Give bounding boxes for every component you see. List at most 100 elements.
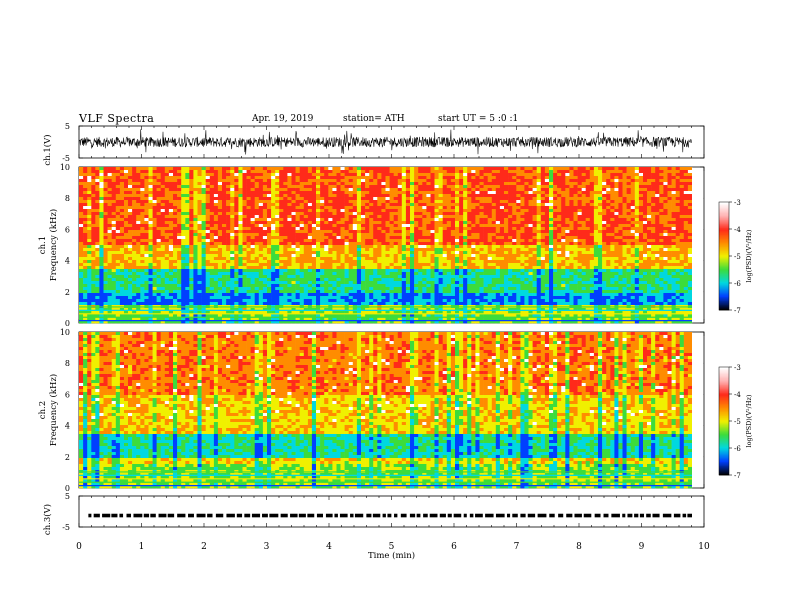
spectrogram-cell	[655, 254, 659, 257]
spectrogram-cell	[610, 230, 614, 233]
spectrogram-cell	[230, 194, 234, 197]
spectrogram-cell	[353, 179, 357, 182]
spectrogram-cell	[206, 170, 210, 173]
spectrogram-cell	[99, 260, 103, 263]
spectrogram-cell	[467, 233, 471, 236]
spectrogram-cell	[451, 173, 455, 176]
spectrogram-cell	[398, 224, 402, 227]
spectrogram-cell	[369, 188, 373, 191]
spectrogram-cell	[189, 167, 193, 170]
spectrogram-cell	[565, 200, 569, 203]
spectrogram-cell	[108, 170, 112, 173]
spectrogram-cell	[631, 176, 635, 179]
spectrogram-cell	[512, 224, 516, 227]
spectrogram-cell	[455, 167, 459, 170]
spectrogram-cell	[598, 176, 602, 179]
spectrogram-cell	[688, 191, 692, 194]
spectrogram-cell	[108, 203, 112, 206]
spectrogram-cell	[639, 212, 643, 215]
spectrogram-cell	[386, 185, 390, 188]
spectrogram-cell	[439, 260, 443, 263]
spectrogram-cell	[251, 239, 255, 242]
spectrogram-cell	[87, 209, 91, 212]
spectrogram-cell	[206, 167, 210, 170]
spectrogram-cell	[496, 191, 500, 194]
spectrogram-cell	[484, 200, 488, 203]
spectrogram-cell	[149, 194, 153, 197]
spectrogram-cell	[165, 254, 169, 257]
spectrogram-cell	[467, 257, 471, 260]
spectrogram-cell	[99, 227, 103, 230]
spectrogram-cell	[647, 170, 651, 173]
spectrogram-cell	[377, 212, 381, 215]
spectrogram-cell	[484, 188, 488, 191]
spectrogram-cell	[590, 257, 594, 260]
spectrogram-cell	[431, 236, 435, 239]
spectrogram-cell	[169, 185, 173, 188]
spectrogram-cell	[549, 176, 553, 179]
spectrogram-cell	[488, 185, 492, 188]
spectrogram-cell	[500, 242, 504, 245]
spectrogram-cell	[463, 260, 467, 263]
spectrogram-cell	[283, 176, 287, 179]
spectrogram-cell	[181, 260, 185, 263]
spectrogram-cell	[394, 206, 398, 209]
spectrogram-cell	[87, 227, 91, 230]
spectrogram-cell	[659, 233, 663, 236]
spectrogram-cell	[377, 194, 381, 197]
spectrogram-cell	[283, 167, 287, 170]
spectrogram-cell	[451, 227, 455, 230]
spectrogram-cell	[140, 245, 144, 248]
spectrogram-cell	[99, 254, 103, 257]
spectrogram-cell	[214, 203, 218, 206]
spectrogram-cell	[324, 206, 328, 209]
spectrogram-cell	[373, 230, 377, 233]
spectrogram-cell	[574, 182, 578, 185]
spectrogram-cell	[586, 179, 590, 182]
spectrogram-cell	[283, 206, 287, 209]
spectrogram-cell	[651, 245, 655, 248]
spectrogram-cell	[287, 224, 291, 227]
spectrogram-cell	[341, 167, 345, 170]
spectrogram-cell	[275, 218, 279, 221]
spectrogram-cell	[574, 188, 578, 191]
spectrogram-cell	[516, 212, 520, 215]
spectrogram-cell	[680, 221, 684, 224]
spectrogram-cell	[177, 221, 181, 224]
spectrogram-cell	[386, 218, 390, 221]
spectrogram-cell	[83, 251, 87, 254]
spectrogram-cell	[668, 212, 672, 215]
spectrogram-cell	[520, 179, 524, 182]
spectrogram-cell	[631, 227, 635, 230]
spectrogram-cell	[606, 200, 610, 203]
spectrogram-cell	[153, 224, 157, 227]
spectrogram-cell	[79, 224, 83, 227]
spectrogram-cell	[569, 209, 573, 212]
spectrogram-cell	[112, 227, 116, 230]
spectrogram-cell	[116, 173, 120, 176]
spectrogram-cell	[459, 251, 463, 254]
spectrogram-cell	[328, 179, 332, 182]
spectrogram-cell	[402, 188, 406, 191]
spectrogram-cell	[463, 191, 467, 194]
spectrogram-cell	[79, 170, 83, 173]
spectrogram-cell	[598, 167, 602, 170]
spectrogram-cell	[320, 185, 324, 188]
spectrogram-cell	[524, 239, 528, 242]
spectrogram-cell	[516, 248, 520, 251]
spectrogram-cell	[324, 260, 328, 263]
spectrogram-cell	[181, 206, 185, 209]
spectrogram-cell	[238, 188, 242, 191]
spectrogram-cell	[316, 197, 320, 200]
spectrogram-cell	[79, 248, 83, 251]
spectrogram-cell	[651, 236, 655, 239]
spectrogram-cell	[357, 200, 361, 203]
spectrogram-cell	[484, 248, 488, 251]
spectrogram-cell	[488, 260, 492, 263]
spectrogram-cell	[524, 173, 528, 176]
spectrogram-cell	[365, 254, 369, 257]
spectrogram-cell	[418, 167, 422, 170]
spectrogram-cell	[447, 248, 451, 251]
spectrogram-cell	[643, 188, 647, 191]
spectrogram-cell	[128, 218, 132, 221]
